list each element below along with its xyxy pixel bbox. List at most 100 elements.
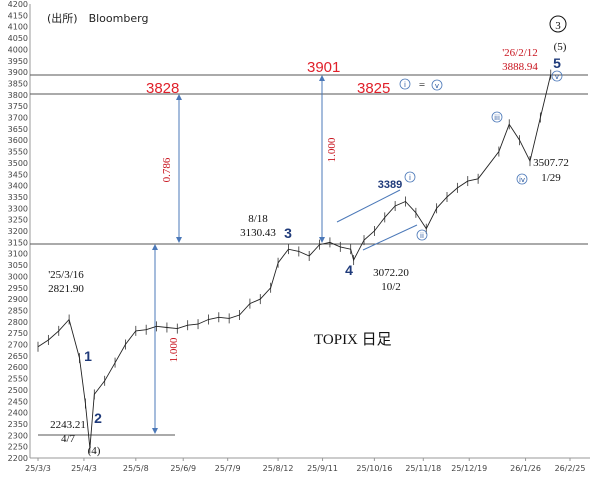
y-tick-3050: 3050	[8, 261, 28, 270]
x-tick-25/11/18: 25/11/18	[405, 464, 441, 473]
subwave-v-marker-label: v	[435, 82, 439, 90]
low-date: 4/7	[61, 433, 76, 445]
y-tick-3500: 3500	[8, 159, 28, 168]
source-label: (出所) Bloomberg	[47, 11, 148, 25]
sub-low-value: 3507.72	[533, 157, 569, 169]
y-tick-3850: 3850	[8, 79, 28, 88]
arrow-low-head-bottom	[152, 428, 158, 434]
price-bars	[37, 69, 552, 454]
recent-value: 3888.94	[502, 61, 538, 73]
w4-value: 3072.20	[373, 267, 409, 279]
x-tick-labels: 25/3/3 25/4/3 25/5/8 25/6/9 25/7/9 25/8/12 25/…	[25, 458, 585, 473]
x-tick-25/3/3: 25/3/3	[25, 464, 51, 473]
x-tick-25/6/9: 25/6/9	[170, 464, 196, 473]
y-tick-3350: 3350	[8, 193, 28, 202]
y-tick-3150: 3150	[8, 238, 28, 247]
y-tick-2650: 2650	[8, 352, 28, 361]
y-tick-3450: 3450	[8, 170, 28, 179]
y-tick-3200: 3200	[8, 227, 28, 236]
y-tick-2550: 2550	[8, 375, 28, 384]
x-tick-26/2/25: 26/2/25	[555, 464, 586, 473]
y-tick-2350: 2350	[8, 420, 28, 429]
subwave-iv-label: iv	[519, 176, 525, 184]
y-tick-3950: 3950	[8, 57, 28, 66]
y-tick-2900: 2900	[8, 295, 28, 304]
y-tick-3600: 3600	[8, 136, 28, 145]
x-tick-25/10/16: 25/10/16	[356, 464, 392, 473]
y-tick-3900: 3900	[8, 68, 28, 77]
y-tick-2750: 2750	[8, 329, 28, 338]
start-date: '25/3/16	[48, 269, 84, 281]
degree-circle-3	[549, 15, 567, 33]
x-tick-25/9/11: 25/9/11	[307, 464, 338, 473]
subwave-iii	[491, 111, 503, 123]
subwave-v-marker	[431, 79, 443, 91]
y-tick-3750: 3750	[8, 102, 28, 111]
w4-date: 10/2	[381, 281, 401, 293]
subwave-i-label: i	[409, 174, 411, 182]
x-tick-25/12/19: 25/12/19	[451, 464, 487, 473]
y-tick-2400: 2400	[8, 409, 28, 418]
wave-3-label: 3	[284, 225, 292, 241]
low-value: 2243.21	[50, 419, 86, 431]
wave-4-label: 4	[345, 262, 353, 278]
y-tick-2200: 2200	[8, 454, 28, 463]
y-tick-2250: 2250	[8, 443, 28, 452]
price-line	[37, 74, 552, 449]
y-tick-2300: 2300	[8, 431, 28, 440]
x-tick-25/7/9: 25/7/9	[215, 464, 241, 473]
degree-circle-3-label: 3	[555, 20, 561, 32]
start-value: 2821.90	[48, 283, 84, 295]
equals-sign: =	[419, 79, 425, 91]
channel-lower	[362, 224, 418, 251]
degree-paren-5: (5)	[554, 41, 567, 53]
y-tick-2600: 2600	[8, 363, 28, 372]
subwave-ii-label: ii	[420, 232, 424, 240]
arrow-mid-head-bottom	[319, 237, 325, 243]
x-tick-25/4/3: 25/4/3	[71, 464, 97, 473]
subwave-v-peak-label: v	[555, 73, 559, 81]
subwave-v-peak	[551, 70, 563, 82]
ratio-mid: 1.000	[326, 137, 338, 162]
arrow-left-head-top	[176, 94, 182, 100]
recent-date: '26/2/12	[502, 47, 538, 59]
peak-3389: 3389	[378, 179, 402, 191]
channel-upper	[336, 189, 401, 223]
y-tick-2450: 2450	[8, 397, 28, 406]
y-tick-4100: 4100	[8, 23, 28, 32]
level-3828: 3828	[146, 80, 179, 97]
wave-2-label: 2	[94, 410, 102, 426]
y-tick-3700: 3700	[8, 114, 28, 123]
peak3-value: 3130.43	[240, 227, 276, 239]
y-tick-4150: 4150	[8, 11, 28, 20]
y-tick-4200: 4200	[8, 0, 28, 9]
level-3901: 3901	[307, 59, 340, 76]
subwave-i-marker	[399, 78, 411, 90]
x-tick-25/5/8: 25/5/8	[123, 464, 149, 473]
subwave-i	[404, 171, 416, 183]
ratio-left: 0.786	[161, 157, 173, 182]
arrow-left-head-bottom	[176, 237, 182, 243]
y-tick-labels: 2200 2250 2300 2350 2400 2450 2500 2550 2600 2650…	[8, 0, 28, 463]
y-tick-3250: 3250	[8, 216, 28, 225]
wave-1-label: 1	[84, 348, 92, 364]
y-tick-3000: 3000	[8, 272, 28, 281]
ratio-low: 1.000	[168, 337, 180, 362]
y-tick-4000: 4000	[8, 45, 28, 54]
y-tick-3400: 3400	[8, 182, 28, 191]
y-tick-3100: 3100	[8, 250, 28, 259]
subwave-ii	[416, 229, 428, 241]
subwave-iii-label: iii	[494, 114, 500, 122]
arrow-mid-head-top	[319, 75, 325, 81]
degree-paren-4: (4)	[88, 445, 101, 457]
wave-5-label: 5	[553, 55, 561, 71]
level-3825: 3825	[357, 80, 390, 97]
y-tick-3800: 3800	[8, 91, 28, 100]
sub-low-date: 1/29	[541, 172, 561, 184]
y-tick-3650: 3650	[8, 125, 28, 134]
peak3-date: 8/18	[248, 213, 268, 225]
x-tick-25/8/12: 25/8/12	[263, 464, 294, 473]
x-tick-26/1/26: 26/1/26	[510, 464, 541, 473]
y-tick-2850: 2850	[8, 306, 28, 315]
